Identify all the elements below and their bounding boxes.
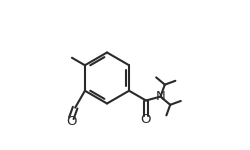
Text: O: O <box>66 116 76 128</box>
Text: N: N <box>156 90 165 103</box>
Text: O: O <box>141 113 151 126</box>
